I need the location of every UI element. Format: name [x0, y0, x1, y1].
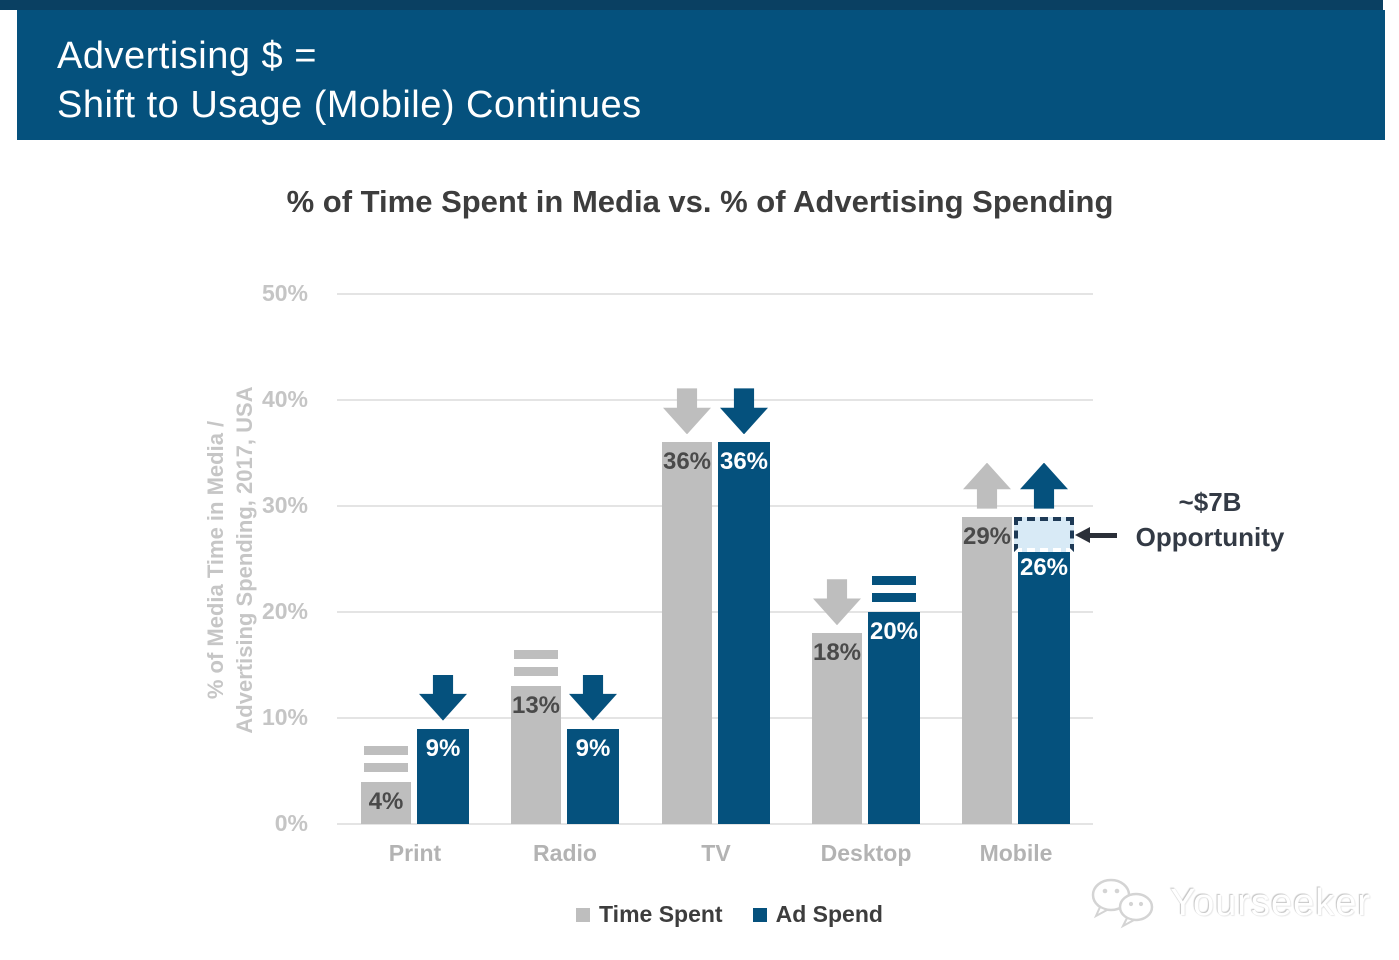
equal-bar: [364, 745, 408, 755]
y-axis-title-line-1: % of Media Time in Media /: [203, 420, 228, 700]
time-spent-swatch-icon: [576, 907, 591, 922]
bar-time-spent-desktop: 18%: [812, 633, 862, 824]
y-tick-label: 0%: [274, 810, 308, 836]
equal-indicator-ad-spend-desktop: [872, 576, 916, 602]
y-axis-title-line-2: Advertising Spending, 2017, USA: [232, 386, 257, 734]
bar-time-spent-print: 4%: [361, 781, 411, 824]
bar-time-spent-radio: 13%: [511, 686, 561, 824]
opportunity-gap-box: [1014, 516, 1074, 553]
legend-item-time-spent: Time Spent: [576, 901, 723, 928]
x-category-label-print: Print: [388, 840, 442, 866]
gridline: [337, 293, 1093, 295]
down-arrow-indicator-time-spent-desktop: [813, 579, 861, 626]
down-arrow-indicator-ad-spend-radio: [569, 674, 617, 721]
opportunity-annotation: ~$7B Opportunity: [1120, 485, 1300, 555]
gridline: [337, 717, 1093, 719]
equal-indicator-time-spent-print: [364, 745, 408, 772]
bar-ad-spend-desktop: 20%: [868, 612, 920, 824]
y-tick-label: 20%: [261, 598, 308, 624]
bar-value-label-ad-spend-tv: 36%: [719, 448, 769, 476]
y-tick-label: 40%: [261, 386, 308, 412]
gridline: [337, 823, 1093, 825]
chart-legend: Time Spent Ad Spend: [30, 901, 1399, 928]
y-axis-title: % of Media Time in Media / Advertising S…: [190, 300, 270, 820]
bar-value-label-ad-spend-desktop: 20%: [869, 618, 919, 645]
equal-bar: [872, 593, 916, 602]
gridline: [337, 399, 1093, 401]
down-arrow-indicator-ad-spend-tv: [720, 388, 768, 435]
bar-ad-spend-tv: 36%: [718, 442, 770, 824]
equal-bar: [514, 650, 558, 660]
bar-value-label-time-spent-desktop: 18%: [812, 639, 862, 667]
bar-ad-spend-mobile: 26%: [1018, 548, 1070, 824]
opportunity-annotation-line-1: ~$7B: [1178, 487, 1242, 517]
ad-spend-swatch-icon: [752, 907, 767, 922]
wechat-chat-bubbles-icon: [1091, 878, 1154, 929]
bar-value-label-time-spent-print: 4%: [368, 787, 404, 815]
bar-value-label-time-spent-tv: 36%: [662, 448, 712, 476]
legend-item-ad-spend: Ad Spend: [752, 901, 883, 928]
opportunity-annotation-line-2: Opportunity: [1135, 522, 1285, 552]
bar-value-label-ad-spend-mobile: 26%: [1019, 554, 1069, 582]
bar-ad-spend-print: 9%: [417, 728, 469, 824]
gridline: [337, 611, 1093, 613]
bar-value-label-time-spent-radio: 13%: [511, 692, 561, 720]
arrow-head: [1075, 527, 1090, 543]
equal-bar: [872, 576, 916, 585]
chart-title: % of Time Spent in Media vs. % of Advert…: [286, 184, 1114, 219]
equal-bar: [364, 762, 408, 772]
bar-value-label-ad-spend-print: 9%: [425, 734, 461, 762]
y-tick-label: 10%: [261, 704, 308, 730]
bar-time-spent-tv: 36%: [662, 442, 712, 824]
bar-ad-spend-radio: 9%: [567, 728, 619, 824]
down-arrow-indicator-ad-spend-print: [419, 674, 467, 721]
y-tick-label: 50%: [261, 280, 308, 306]
bar-value-label-ad-spend-radio: 9%: [575, 734, 611, 762]
x-category-label-tv: TV: [701, 840, 731, 866]
x-category-label-desktop: Desktop: [820, 840, 912, 866]
legend-label-ad-spend: Ad Spend: [775, 901, 883, 927]
header-title-line-1: Advertising $ =: [57, 35, 317, 77]
watermark-text: Yourseeker: [1170, 881, 1371, 924]
gridline: [337, 505, 1093, 507]
legend-label-time-spent: Time Spent: [599, 901, 723, 927]
x-category-label-mobile: Mobile: [979, 840, 1053, 866]
slide-header-banner: Advertising $ = Shift to Usage (Mobile) …: [17, 10, 1385, 140]
bar-value-label-time-spent-mobile: 29%: [962, 522, 1012, 550]
header-top-strip: [0, 0, 1383, 10]
down-arrow-indicator-time-spent-tv: [663, 388, 711, 435]
header-title-line-2: Shift to Usage (Mobile) Continues: [57, 84, 642, 126]
y-tick-label: 30%: [261, 492, 308, 518]
watermark: Yourseeker: [1088, 874, 1371, 932]
equal-indicator-time-spent-radio: [514, 650, 558, 677]
arrow-shaft: [1085, 533, 1117, 538]
bar-time-spent-mobile: 29%: [962, 516, 1012, 824]
up-arrow-indicator-ad-spend-mobile: [1020, 462, 1068, 509]
x-category-label-radio: Radio: [533, 840, 597, 866]
left-arrow-icon: [1075, 527, 1117, 543]
up-arrow-indicator-time-spent-mobile: [963, 462, 1011, 509]
equal-bar: [514, 667, 558, 677]
